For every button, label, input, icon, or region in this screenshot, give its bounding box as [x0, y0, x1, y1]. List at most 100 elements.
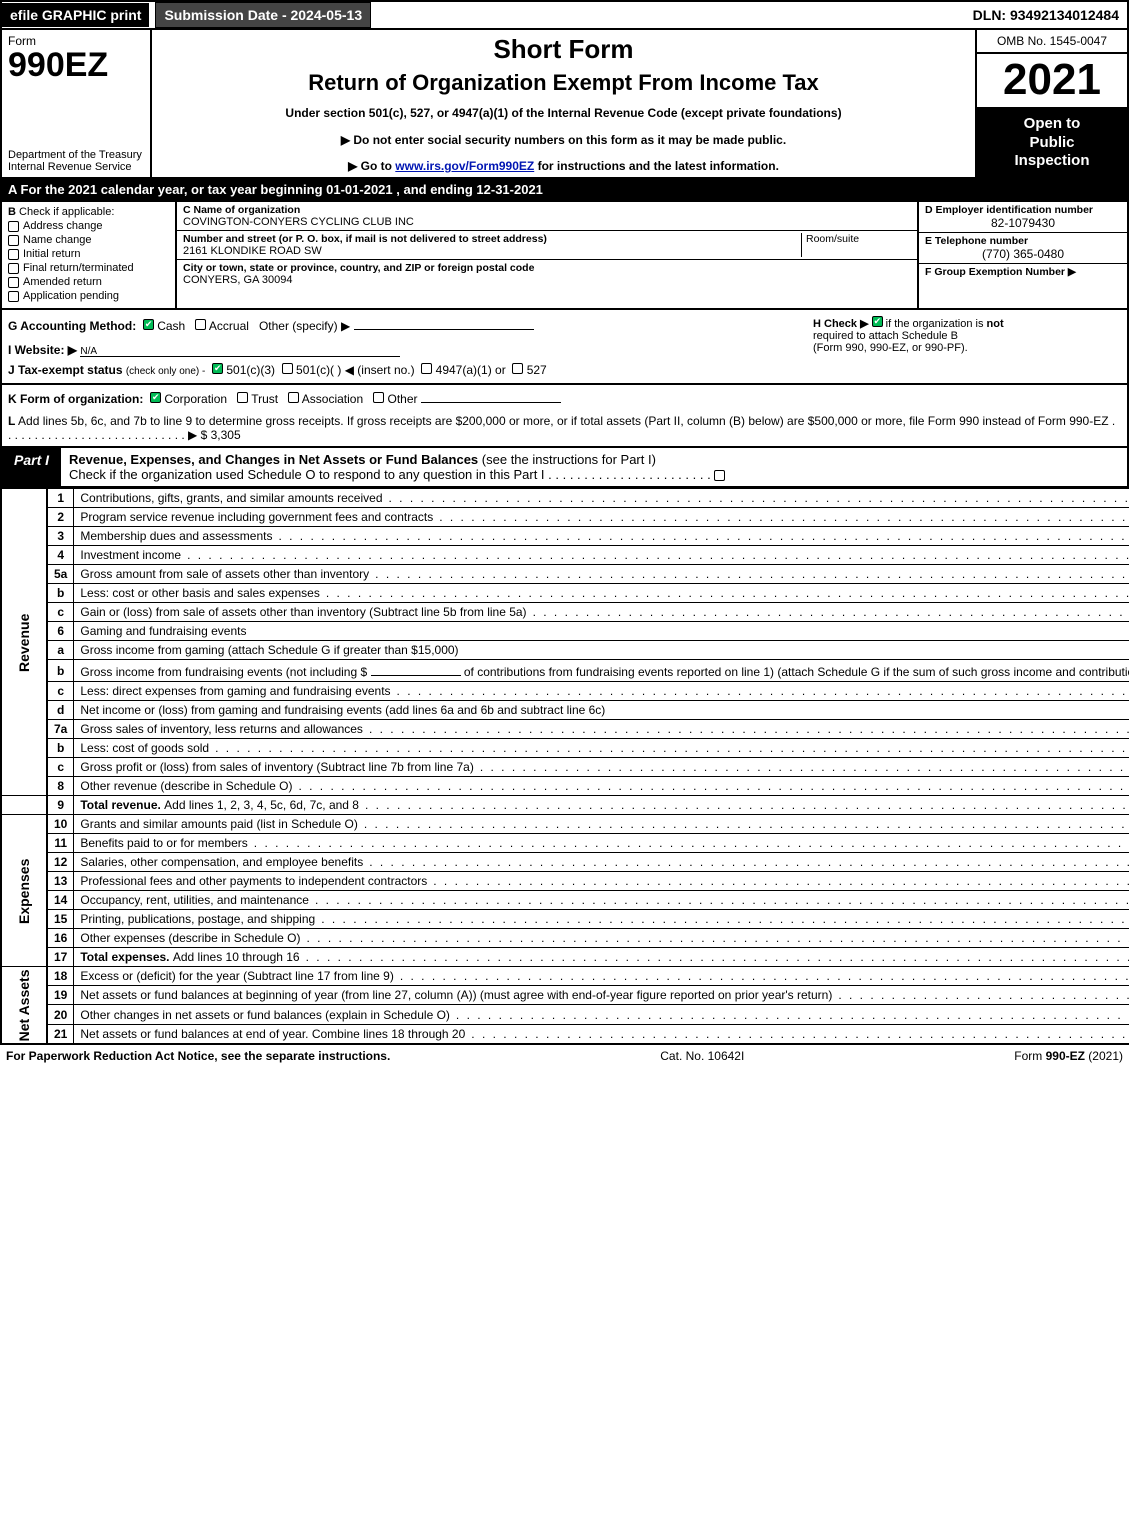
- j-501c: 501(c)( ) ◀ (insert no.): [296, 363, 415, 377]
- k-other-input[interactable]: [421, 389, 561, 403]
- line-desc: Professional fees and other payments to …: [80, 874, 427, 888]
- c-addr-label: Number and street (or P. O. box, if mail…: [183, 233, 801, 245]
- checkbox-icon[interactable]: [714, 470, 725, 481]
- row-a-period: A For the 2021 calendar year, or tax yea…: [0, 179, 1129, 202]
- part-1-title: Revenue, Expenses, and Changes in Net As…: [61, 448, 1127, 486]
- line-num: 2: [47, 508, 74, 527]
- k-association: Association: [302, 392, 363, 406]
- line-desc: Net assets or fund balances at end of ye…: [80, 1027, 465, 1041]
- line-15: 15 Printing, publications, postage, and …: [1, 910, 1129, 929]
- form-header: Form 990EZ Department of the Treasury In…: [0, 30, 1129, 179]
- line-num: 6: [47, 622, 74, 641]
- checkbox-icon[interactable]: [195, 319, 206, 330]
- j-527: 527: [527, 363, 547, 377]
- line-num: b: [47, 739, 74, 758]
- dots: . . . . . . . . . . . . . . . . . . . . …: [394, 969, 1129, 983]
- line-num: 15: [47, 910, 74, 929]
- row-l-gross-receipts: L Add lines 5b, 6c, and 7b to line 9 to …: [0, 410, 1129, 448]
- k-corporation: Corporation: [164, 392, 227, 406]
- checkbox-icon[interactable]: [373, 392, 384, 403]
- website-input[interactable]: N/A: [80, 343, 400, 357]
- dots: . . . . . . . . . . . . . . . . . . . . …: [300, 950, 1129, 964]
- line-desc: Less: cost of goods sold: [80, 741, 209, 755]
- dots: . . . . . . . . . . . . . . . . . . . . …: [450, 1008, 1129, 1022]
- dots: . . . . . . . . . . . . . . . . . . . . …: [300, 931, 1129, 945]
- k-trust: Trust: [251, 392, 278, 406]
- line-num: 10: [47, 815, 74, 834]
- other-specify-input[interactable]: [354, 316, 534, 330]
- line-desc: Gross income from gaming (attach Schedul…: [74, 641, 1129, 660]
- check-application-pending[interactable]: Application pending: [8, 290, 169, 302]
- checkbox-icon[interactable]: [282, 363, 293, 374]
- line-desc-bold: Total revenue.: [80, 798, 164, 812]
- check-initial-return[interactable]: Initial return: [8, 248, 169, 260]
- checkbox-icon[interactable]: [237, 392, 248, 403]
- check-address-change[interactable]: Address change: [8, 220, 169, 232]
- line-13: 13 Professional fees and other payments …: [1, 872, 1129, 891]
- form-title: Short Form: [493, 34, 633, 65]
- checkbox-icon[interactable]: [421, 363, 432, 374]
- rows-ghij: G Accounting Method: Cash Accrual Other …: [0, 310, 1129, 385]
- check-amended-return[interactable]: Amended return: [8, 276, 169, 288]
- checkbox-icon[interactable]: [288, 392, 299, 403]
- part-1-table: Revenue 1 Contributions, gifts, grants, …: [0, 488, 1129, 1045]
- irs-link[interactable]: www.irs.gov/Form990EZ: [395, 159, 534, 173]
- dots: . . . . . . . . . . . . . . . . . . . . …: [369, 567, 1129, 581]
- checked-box-icon[interactable]: [212, 363, 223, 374]
- line-5b: b Less: cost or other basis and sales ex…: [1, 584, 1129, 603]
- dots: . . . . . . . . . . . . . . . . . . . . …: [358, 817, 1129, 831]
- line-6a: a Gross income from gaming (attach Sched…: [1, 641, 1129, 660]
- h-post: if the organization is: [886, 318, 987, 330]
- line-desc: Gross income from fundraising events (no…: [74, 660, 1129, 682]
- line-num: c: [47, 758, 74, 777]
- h-pre: H Check ▶: [813, 318, 872, 330]
- checked-box-icon[interactable]: [150, 392, 161, 403]
- line-desc: Gaming and fundraising events: [74, 622, 1129, 641]
- line-desc: Gross amount from sale of assets other t…: [80, 567, 369, 581]
- part-1-title-sub: (see the instructions for Part I): [482, 452, 656, 467]
- g-accrual: Accrual: [209, 319, 249, 333]
- line-5a: 5a Gross amount from sale of assets othe…: [1, 565, 1129, 584]
- part-1-tag: Part I: [2, 448, 61, 486]
- efile-label[interactable]: efile GRAPHIC print: [2, 3, 149, 27]
- footer-right-post: (2021): [1085, 1049, 1123, 1063]
- submission-date: Submission Date - 2024-05-13: [155, 2, 371, 28]
- line-14: 14 Occupancy, rent, utilities, and maint…: [1, 891, 1129, 910]
- org-address: 2161 KLONDIKE ROAD SW: [183, 245, 801, 257]
- section-expenses: Expenses: [1, 815, 47, 967]
- j-sub: (check only one) -: [126, 366, 205, 377]
- line-2: 2 Program service revenue including gove…: [1, 508, 1129, 527]
- checked-box-icon[interactable]: [143, 319, 154, 330]
- topbar: efile GRAPHIC print Submission Date - 20…: [0, 0, 1129, 30]
- l6b-desc1: Gross income from fundraising events (no…: [80, 665, 367, 679]
- ein-label: D Employer identification number: [925, 204, 1121, 216]
- l6b-amount-input[interactable]: [371, 662, 461, 676]
- checked-box-icon[interactable]: [872, 316, 883, 327]
- line-desc: Less: direct expenses from gaming and fu…: [80, 684, 390, 698]
- dots: . . . . . . . . . . . . . . . . . . . . …: [363, 855, 1129, 869]
- line-8: 8 Other revenue (describe in Schedule O)…: [1, 777, 1129, 796]
- line-desc: Gross profit or (loss) from sales of inv…: [80, 760, 473, 774]
- line-num: 7a: [47, 720, 74, 739]
- dots: . . . . . . . . . . . . . . . . . . . . …: [832, 988, 1129, 1002]
- block-c-org: C Name of organization COVINGTON-CONYERS…: [177, 202, 917, 308]
- group-exemption-label: F Group Exemption Number ▶: [925, 266, 1121, 278]
- dots: . . . . . . . . . . . . . . . . . . . . …: [209, 741, 1129, 755]
- checkbox-icon[interactable]: [512, 363, 523, 374]
- dots: . . . . . . . . . . . . . . . . . . . . …: [391, 684, 1129, 698]
- c-name-label: C Name of organization: [183, 204, 911, 216]
- check-name-change[interactable]: Name change: [8, 234, 169, 246]
- line-desc: Occupancy, rent, utilities, and maintena…: [80, 893, 309, 907]
- footer-center: Cat. No. 10642I: [660, 1049, 744, 1063]
- line-21: 21 Net assets or fund balances at end of…: [1, 1024, 1129, 1044]
- part-1-check-line: Check if the organization used Schedule …: [69, 467, 545, 482]
- line-desc: Investment income: [80, 548, 181, 562]
- dept-text: Department of the Treasury Internal Reve…: [8, 149, 144, 173]
- line-7b: b Less: cost of goods sold. . . . . . . …: [1, 739, 1129, 758]
- footer-left: For Paperwork Reduction Act Notice, see …: [6, 1049, 390, 1063]
- inspection-box: Open to Public Inspection: [977, 109, 1127, 177]
- line-num: 19: [47, 986, 74, 1005]
- check-final-return[interactable]: Final return/terminated: [8, 262, 169, 274]
- topbar-left: efile GRAPHIC print Submission Date - 20…: [2, 2, 371, 28]
- line-num: a: [47, 641, 74, 660]
